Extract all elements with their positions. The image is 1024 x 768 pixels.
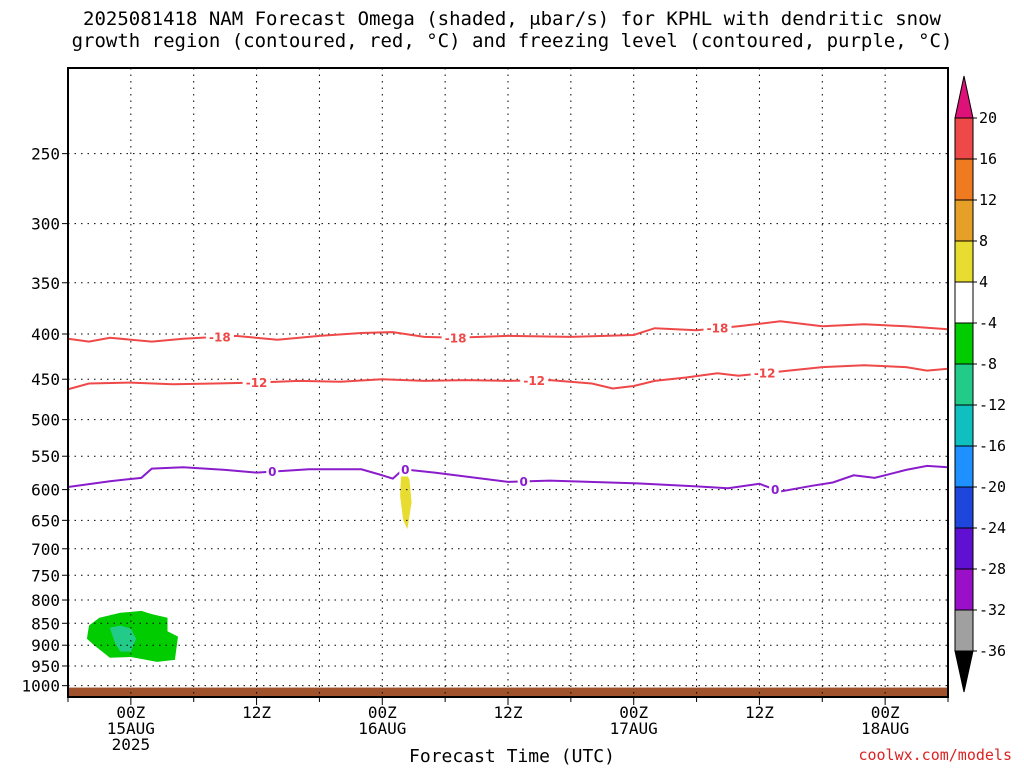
contour-label-bg: [517, 474, 530, 489]
y-tick-label: 250: [31, 145, 60, 164]
contour-label-bg: [441, 330, 470, 345]
colorbar-segment: [954, 486, 974, 529]
colorbar-segment: [954, 322, 974, 365]
colorbar-bottom-cap: [954, 650, 974, 693]
x-tick-label: 15AUG: [107, 719, 155, 738]
colorbar-label: -24: [979, 519, 1006, 537]
contour-line-0: [68, 464, 948, 493]
contour-label--12: -12: [246, 376, 268, 390]
y-tick-label: 600: [31, 481, 60, 500]
omega-shade-2: [400, 469, 412, 530]
contour-label--18: -18: [445, 331, 467, 345]
y-tick-label: 700: [31, 540, 60, 559]
x-tick-label: 2025: [112, 735, 151, 754]
contour-line--12: [68, 364, 948, 391]
title-line-2: growth region (contoured, red, °C) and f…: [71, 30, 953, 52]
contour-label-bg: [769, 482, 782, 497]
x-tick-label: 17AUG: [610, 719, 658, 738]
x-axis-label: Forecast Time (UTC): [409, 746, 615, 767]
colorbar-segment: [954, 404, 974, 447]
contour-label--12: -12: [754, 367, 776, 381]
y-tick-label: 300: [31, 215, 60, 234]
y-tick-label: 900: [31, 636, 60, 655]
colorbar-label: 20: [979, 109, 997, 127]
colorbar-segment: [954, 199, 974, 242]
contour-label--12: -12: [523, 374, 545, 388]
x-tick-label: 00Z: [116, 703, 145, 722]
contour-label-bg: [242, 375, 271, 390]
y-tick-label: 850: [31, 614, 60, 633]
x-tick-label: 12Z: [242, 703, 271, 722]
contour-label-bg: [750, 366, 779, 381]
title-line-1: 2025081418 NAM Forecast Omega (shaded, μ…: [83, 8, 941, 30]
colorbar-segment: [954, 568, 974, 611]
colorbar-segment: [954, 363, 974, 406]
x-tick-label: 00Z: [368, 703, 397, 722]
y-tick-label: 550: [31, 447, 60, 466]
colorbar-segment: [954, 527, 974, 570]
plot-frame: [67, 67, 949, 698]
colorbar-segment: [954, 281, 974, 324]
colorbar-label: -36: [979, 642, 1006, 660]
colorbar: 20 16 12 8 4 -4 -8 -12 -16 -20 -24 -28 -32 -36: [954, 75, 1006, 693]
colorbar-segment: [954, 240, 974, 283]
y-tick-label: 450: [31, 370, 60, 389]
x-tick-label: 12Z: [494, 703, 523, 722]
colorbar-label: -12: [979, 396, 1006, 414]
y-tick-label: 950: [31, 657, 60, 676]
x-tick-label: 16AUG: [358, 719, 406, 738]
colorbar-label: -16: [979, 437, 1006, 455]
contour-label-0: 0: [520, 475, 528, 489]
y-tick-label: 650: [31, 511, 60, 530]
contour-line--18: [68, 320, 948, 343]
contour-label-0: 0: [771, 483, 779, 497]
y-tick-label: 800: [31, 591, 60, 610]
colorbar-label: -4: [979, 314, 997, 332]
colorbar-label: 8: [979, 232, 988, 250]
colorbar-segment: [954, 609, 974, 652]
y-tick-label: 750: [31, 566, 60, 585]
colorbar-label: -28: [979, 560, 1006, 578]
contour-label--18: -18: [209, 330, 231, 344]
colorbar-label: 12: [979, 191, 997, 209]
x-tick-label: 18AUG: [861, 719, 909, 738]
chart-title: 2025081418 NAM Forecast Omega (shaded, μ…: [0, 8, 1024, 52]
contour-label-0: 0: [268, 465, 276, 479]
contour-label-bg: [399, 462, 412, 477]
x-tick-label: 12Z: [745, 703, 774, 722]
contour-label-bg: [266, 464, 279, 479]
contour-label-0: 0: [401, 463, 409, 477]
colorbar-top-cap: [954, 75, 974, 119]
y-tick-label: 500: [31, 411, 60, 430]
contour-label-bg: [520, 373, 549, 388]
colorbar-segment: [954, 117, 974, 160]
colorbar-label: 4: [979, 273, 988, 291]
y-tick-label: 1000: [21, 677, 60, 696]
x-tick-label: 00Z: [871, 703, 900, 722]
y-tick-label: 400: [31, 325, 60, 344]
colorbar-segment: [954, 445, 974, 488]
contour-label--18: -18: [707, 322, 729, 336]
colorbar-segment: [954, 158, 974, 201]
colorbar-label: -20: [979, 478, 1006, 496]
colorbar-label: -8: [979, 355, 997, 373]
contour-label-bg: [703, 321, 732, 336]
plot-area: -18 -18 -18 -12 -12 -12 0 0 0 0: [68, 68, 948, 697]
contour-label-bg: [205, 329, 234, 344]
colorbar-label: 16: [979, 150, 997, 168]
colorbar-label: -32: [979, 601, 1006, 619]
x-tick-label: 00Z: [619, 703, 648, 722]
omega-shade-1: [109, 625, 137, 652]
credit-text: coolwx.com/models: [858, 746, 1012, 764]
y-tick-label: 350: [31, 274, 60, 293]
